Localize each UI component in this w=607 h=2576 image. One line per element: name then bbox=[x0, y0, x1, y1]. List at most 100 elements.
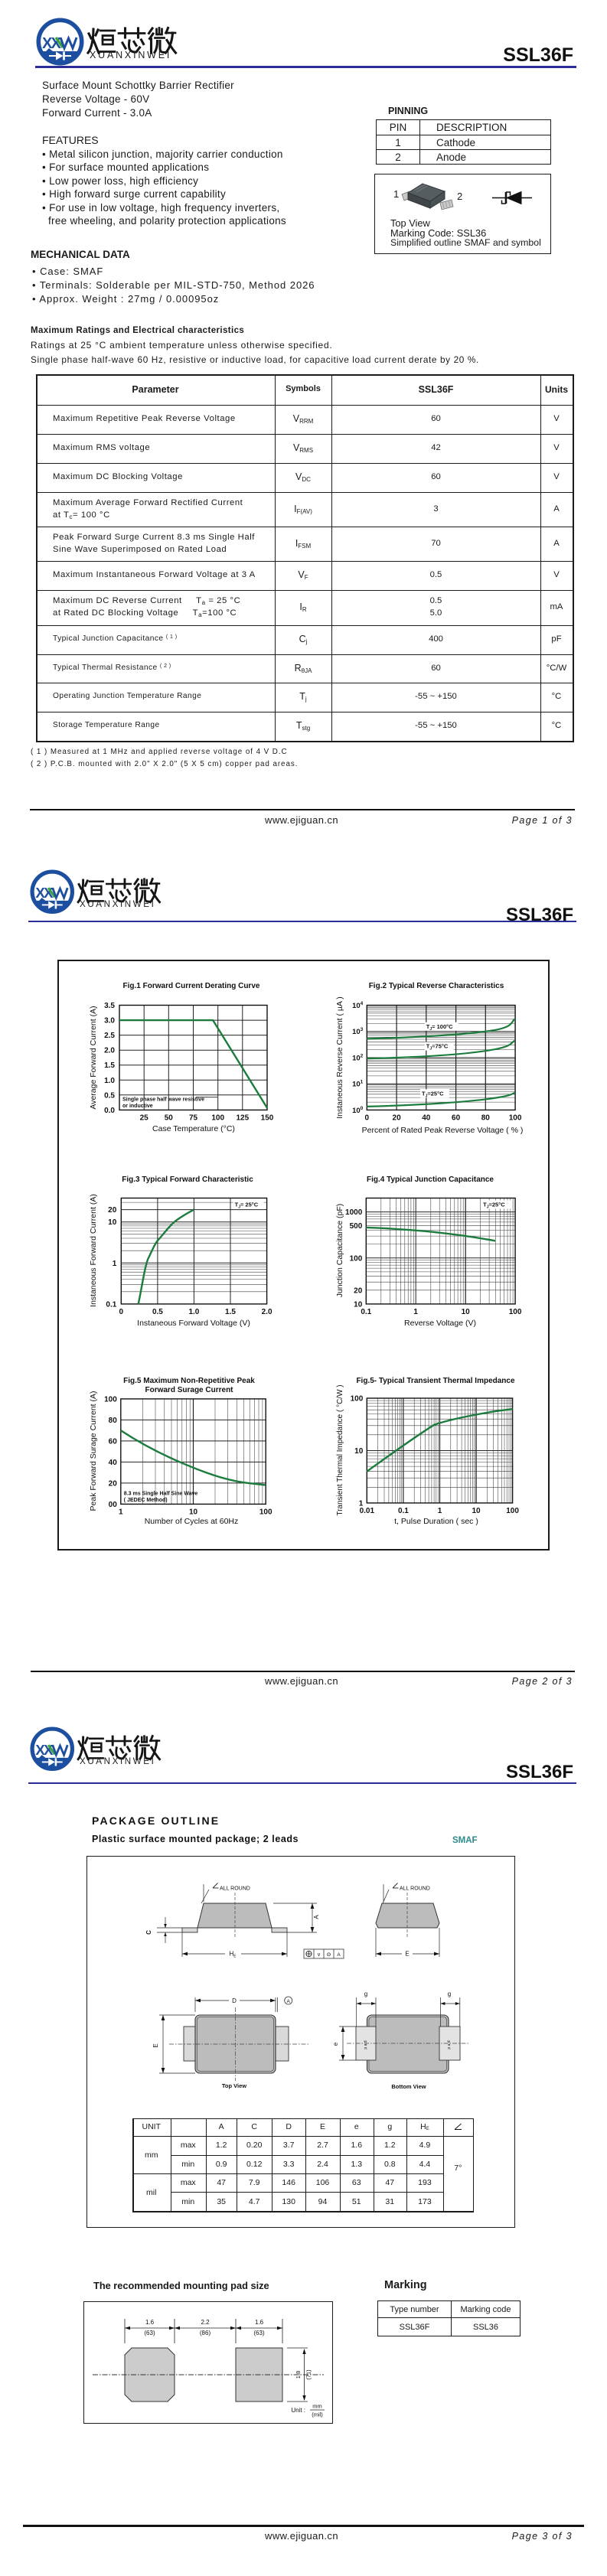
svg-text:E: E bbox=[405, 1951, 409, 1958]
svg-text:HE: HE bbox=[229, 1951, 237, 1959]
svg-text:A: A bbox=[287, 1999, 291, 2004]
svg-text:0.1: 0.1 bbox=[361, 1308, 371, 1316]
svg-text:X: X bbox=[42, 35, 53, 52]
svg-text:C: C bbox=[145, 1930, 152, 1935]
svg-text:10: 10 bbox=[472, 1507, 481, 1515]
svg-text:1.8: 1.8 bbox=[295, 2371, 302, 2379]
svg-text:50: 50 bbox=[165, 1114, 174, 1122]
svg-text:ALL ROUND: ALL ROUND bbox=[400, 1886, 430, 1892]
svg-text:0.01: 0.01 bbox=[360, 1507, 375, 1515]
svg-text:1.6: 1.6 bbox=[145, 2319, 155, 2326]
svg-text:1.0: 1.0 bbox=[104, 1077, 115, 1085]
svg-text:0.1: 0.1 bbox=[106, 1300, 116, 1309]
svg-text:60: 60 bbox=[452, 1114, 461, 1122]
svg-text:X: X bbox=[44, 1742, 54, 1758]
svg-text:(63): (63) bbox=[144, 2330, 155, 2336]
svg-text:100: 100 bbox=[352, 1106, 364, 1115]
svg-text:TJ=75°C: TJ=75°C bbox=[426, 1043, 449, 1052]
svg-text:(71): (71) bbox=[305, 2369, 312, 2380]
svg-text:Fig.2 Typical Reverse Charact: Fig.2 Typical Reverse Characteristics bbox=[369, 982, 504, 990]
svg-text:Fig.3 Typical Forward Charact: Fig.3 Typical Forward Characteristic bbox=[122, 1176, 253, 1184]
svg-text:v: v bbox=[318, 1952, 321, 1958]
svg-text:10: 10 bbox=[354, 1447, 364, 1456]
svg-text:00: 00 bbox=[109, 1501, 118, 1509]
svg-text:0.1: 0.1 bbox=[398, 1507, 409, 1515]
svg-text:1: 1 bbox=[393, 188, 399, 200]
svg-text:p a d: p a d bbox=[364, 2040, 368, 2049]
svg-text:Fig.5- Typical Transient Therm: Fig.5- Typical Transient Thermal Impedan… bbox=[356, 1377, 515, 1385]
svg-text:75: 75 bbox=[189, 1114, 198, 1122]
svg-text:X: X bbox=[35, 885, 45, 901]
svg-text:Case Temperature (°C): Case Temperature (°C) bbox=[152, 1124, 235, 1133]
svg-text:100: 100 bbox=[211, 1114, 224, 1122]
svg-text:102: 102 bbox=[352, 1053, 364, 1062]
svg-text:1.0: 1.0 bbox=[188, 1308, 199, 1316]
svg-text:10: 10 bbox=[108, 1218, 117, 1227]
svg-text:20: 20 bbox=[109, 1479, 118, 1488]
svg-text:Percent of Rated Peak Reverse: Percent of Rated Peak Reverse Voltage ( … bbox=[362, 1126, 524, 1135]
svg-text:mm: mm bbox=[312, 2403, 322, 2410]
svg-text:2.0: 2.0 bbox=[262, 1308, 272, 1316]
svg-text:X: X bbox=[44, 885, 54, 901]
svg-text:Bottom View: Bottom View bbox=[391, 2083, 426, 2090]
svg-text:TJ= 100°C: TJ= 100°C bbox=[426, 1023, 453, 1032]
svg-text:40: 40 bbox=[422, 1114, 431, 1122]
svg-text:60: 60 bbox=[109, 1437, 118, 1446]
svg-text:or inductive: or inductive bbox=[122, 1104, 153, 1109]
svg-text:10: 10 bbox=[354, 1300, 363, 1309]
svg-text:100: 100 bbox=[351, 1395, 364, 1404]
svg-text:1.6: 1.6 bbox=[255, 2319, 264, 2326]
svg-text:104: 104 bbox=[352, 1001, 364, 1010]
svg-text:125: 125 bbox=[236, 1114, 249, 1122]
svg-text:100: 100 bbox=[509, 1114, 522, 1122]
svg-text:0.5: 0.5 bbox=[104, 1091, 115, 1100]
svg-text:D: D bbox=[232, 1997, 237, 2004]
svg-text:E: E bbox=[152, 2043, 159, 2047]
svg-text:TJ= 25°C: TJ= 25°C bbox=[235, 1202, 259, 1210]
svg-text:20: 20 bbox=[354, 1286, 363, 1295]
svg-text:2.0: 2.0 bbox=[104, 1047, 115, 1055]
svg-text:100: 100 bbox=[506, 1507, 519, 1515]
svg-text:25: 25 bbox=[140, 1114, 149, 1122]
svg-text:Instaneous Forward Current (A: Instaneous Forward Current (A) bbox=[89, 1194, 98, 1307]
svg-text:(86): (86) bbox=[200, 2330, 211, 2336]
svg-text:100: 100 bbox=[350, 1254, 363, 1263]
svg-text:Junction Capacitance (pF): Junction Capacitance (pF) bbox=[335, 1204, 344, 1298]
svg-text:500: 500 bbox=[350, 1222, 363, 1231]
svg-text:g: g bbox=[364, 1991, 367, 1997]
svg-text:0: 0 bbox=[119, 1308, 124, 1316]
svg-text:Instaneous Reverse Current ( µ: Instaneous Reverse Current ( µA ) bbox=[335, 996, 344, 1119]
svg-text:1: 1 bbox=[113, 1260, 117, 1268]
svg-text:(mil): (mil) bbox=[312, 2411, 323, 2418]
svg-text:2.5: 2.5 bbox=[104, 1032, 115, 1040]
svg-text:Reverse Voltage (V): Reverse Voltage (V) bbox=[404, 1319, 476, 1328]
svg-text:ALL ROUND: ALL ROUND bbox=[220, 1886, 250, 1892]
svg-text:103: 103 bbox=[352, 1027, 364, 1036]
svg-text:10: 10 bbox=[189, 1508, 198, 1516]
svg-text:20: 20 bbox=[108, 1206, 117, 1215]
svg-text:Number of Cycles at 60Hz: Number of Cycles at 60Hz bbox=[145, 1517, 239, 1526]
svg-text:20: 20 bbox=[393, 1114, 402, 1122]
svg-text:10: 10 bbox=[462, 1308, 471, 1316]
svg-text:Peak Forward Surage Current (A: Peak Forward Surage Current (A) bbox=[89, 1391, 98, 1511]
svg-text:X: X bbox=[35, 1742, 45, 1758]
svg-text:XUANXINWEI: XUANXINWEI bbox=[80, 1756, 155, 1766]
svg-text:Average Forward Current (A): Average Forward Current (A) bbox=[89, 1006, 98, 1109]
svg-text:Unit :: Unit : bbox=[291, 2407, 305, 2414]
svg-text:2: 2 bbox=[457, 191, 462, 202]
svg-text:X: X bbox=[51, 35, 62, 52]
svg-text:0: 0 bbox=[365, 1114, 370, 1122]
svg-text:Fig.5 Maximum Non-Repetitive: Fig.5 Maximum Non-Repetitive Peak bbox=[123, 1377, 255, 1385]
svg-text:Fig.4 Typical Junction Capaci: Fig.4 Typical Junction Capacitance bbox=[367, 1176, 494, 1184]
svg-text:TJ=25°C: TJ=25°C bbox=[422, 1090, 444, 1098]
svg-text:2.2: 2.2 bbox=[201, 2319, 210, 2326]
svg-text:p a d: p a d bbox=[447, 2040, 452, 2049]
svg-text:1: 1 bbox=[413, 1308, 418, 1316]
svg-text:Θ: Θ bbox=[327, 1952, 331, 1958]
svg-text:g: g bbox=[448, 1991, 451, 1997]
svg-text:80: 80 bbox=[109, 1417, 118, 1425]
svg-text:( JEDEC Method): ( JEDEC Method) bbox=[124, 1498, 168, 1503]
svg-text:(63): (63) bbox=[253, 2330, 265, 2336]
svg-text:1.5: 1.5 bbox=[104, 1061, 115, 1070]
svg-text:101: 101 bbox=[352, 1080, 364, 1089]
